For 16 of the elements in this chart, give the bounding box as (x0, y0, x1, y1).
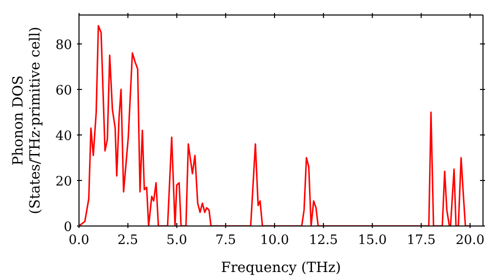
x-tick-label: 5.0 (166, 233, 188, 248)
y-axis-title: Phonon DOS (States/THz·primitive cell) (10, 26, 44, 214)
y-tick-label: 0 (64, 220, 72, 235)
x-tick-label: 15.0 (358, 233, 387, 248)
y-tick-label: 80 (55, 38, 72, 53)
x-tick-label: 7.5 (215, 233, 236, 248)
x-tick-label: 10.0 (260, 233, 290, 248)
x-tick-label: 20.0 (456, 233, 485, 248)
x-tick-label: 17.5 (406, 233, 436, 248)
x-tick-label: 12.5 (308, 233, 338, 248)
x-tick-label: 0.0 (68, 233, 90, 248)
y-tick-label: 20 (55, 174, 72, 190)
x-axis-title: Frequency (THz) (220, 260, 342, 276)
x-tick-label: 2.5 (118, 233, 138, 248)
y-tick-label: 40 (55, 128, 72, 144)
y-tick-label: 60 (55, 83, 72, 98)
